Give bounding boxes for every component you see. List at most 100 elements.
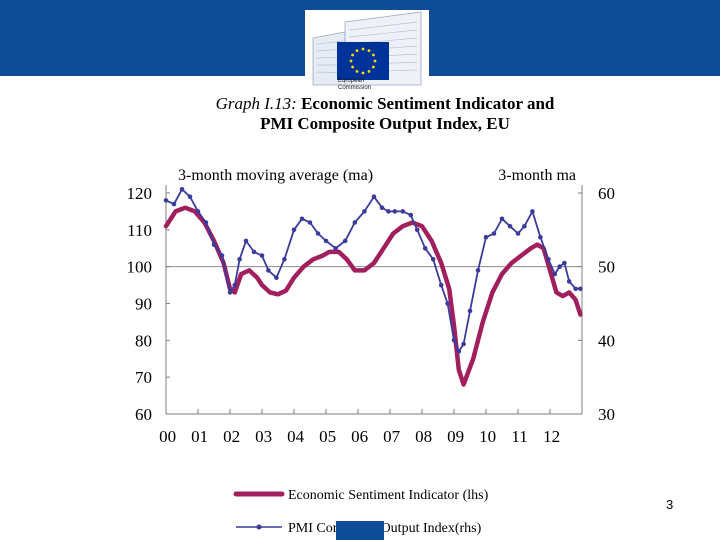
x-tick-label: 05: [319, 427, 336, 446]
pmi-data-point: [456, 349, 462, 354]
pmi-data-point: [483, 234, 489, 240]
right-tick-label: 40: [598, 331, 615, 350]
pmi-data-point: [557, 264, 562, 270]
pmi-data-point: [362, 209, 367, 214]
legend-pmi-label: PMI Composite Output Index(rhs): [288, 521, 482, 536]
pmi-data-point: [187, 194, 193, 199]
pmi-data-point: [573, 286, 578, 292]
pmi-data-point: [475, 268, 481, 273]
pmi-data-point: [323, 238, 329, 244]
x-tick-label: 04: [287, 427, 305, 446]
x-tick-label: 12: [543, 427, 560, 446]
pmi-data-point: [371, 194, 377, 199]
pmi-data-point: [538, 234, 543, 240]
x-tick-label: 03: [255, 427, 272, 446]
eu-flag-icon: [337, 42, 389, 80]
pmi-data-point: [522, 223, 527, 229]
left-tick-label: 90: [135, 295, 152, 314]
pmi-data-point: [379, 205, 385, 210]
pmi-data-point: [315, 231, 321, 236]
right-tick-label: 60: [598, 184, 615, 203]
pmi-data-point: [386, 209, 391, 214]
page-number: 3: [666, 497, 674, 512]
pmi-data-point: [211, 242, 217, 247]
chart-title-line2: PMI Composite Output Index, EU: [260, 114, 510, 133]
esi-series-line: [163, 205, 583, 387]
axis-ticks: 120 110 100 90 80 70 60 60 50 40 30 00 01 02 03 04 05 06 0…: [127, 184, 616, 446]
plot-frame: [165, 185, 583, 415]
x-tick-label: 09: [447, 427, 464, 446]
chart-title-line1: Economic Sentiment Indicator and: [301, 94, 555, 113]
right-axis-label: 3-month ma: [498, 167, 576, 184]
pmi-data-point: [467, 308, 473, 314]
pmi-data-point: [530, 209, 535, 214]
pmi-data-point: [237, 257, 242, 262]
pmi-data-point: [299, 216, 305, 222]
logo-text-line1: European: [338, 78, 365, 84]
x-tick-label: 11: [511, 427, 527, 446]
pmi-series-line: [165, 188, 581, 353]
x-tick-label: 10: [479, 427, 496, 446]
pmi-data-point: [282, 257, 287, 262]
x-tick-label: 00: [159, 427, 176, 446]
x-tick-label: 01: [191, 427, 208, 446]
pmi-data-point: [445, 301, 450, 306]
left-tick-label: 60: [135, 405, 152, 424]
pmi-data-point: [291, 227, 297, 233]
pmi-data-point: [266, 268, 271, 273]
pmi-data-point: [491, 231, 497, 236]
x-tick-label: 06: [351, 427, 368, 446]
pmi-data-point: [414, 227, 420, 233]
left-tick-label: 120: [127, 184, 153, 203]
pmi-data-point: [274, 275, 279, 281]
chart-title-prefix: Graph I.13:: [215, 94, 297, 113]
x-tick-label: 02: [223, 427, 240, 446]
x-tick-label: 08: [415, 427, 432, 446]
pmi-data-point: [438, 282, 444, 288]
pmi-data-point: [342, 238, 348, 244]
pmi-data-point: [179, 187, 185, 192]
right-tick-label: 50: [598, 258, 615, 277]
commission-logo: European Commission: [305, 10, 429, 100]
pmi-data-point: [307, 220, 313, 225]
chart-title: Graph I.13: Economic Sentiment Indicator…: [150, 94, 620, 134]
pmi-data-point: [163, 198, 169, 203]
pmi-data-point: [507, 223, 513, 229]
pmi-data-point: [195, 209, 201, 214]
pmi-data-point: [219, 253, 225, 258]
legend-esi-label: Economic Sentiment Indicator (lhs): [288, 488, 489, 503]
x-tick-label: 07: [383, 427, 401, 446]
pmi-data-point: [566, 279, 572, 284]
pmi-data-point: [251, 249, 257, 255]
logo-text: European Commission: [338, 78, 371, 92]
pmi-data-point: [515, 231, 521, 236]
logo-text-line2: Commission: [338, 85, 372, 91]
series-lines: [163, 187, 583, 387]
pmi-data-point: [392, 209, 398, 214]
pmi-data-point: [461, 341, 466, 347]
pmi-data-point: [352, 220, 358, 225]
footer-tab: [336, 521, 384, 540]
right-tick-label: 30: [598, 405, 615, 424]
left-axis-label: 3-month moving average (ma): [178, 167, 373, 184]
pmi-data-point: [408, 212, 414, 218]
pmi-data-point: [400, 209, 406, 214]
left-tick-label: 80: [135, 331, 152, 350]
left-tick-label: 100: [127, 258, 153, 277]
left-tick-label: 110: [127, 221, 152, 240]
pmi-data-point: [227, 290, 233, 295]
pmi-data-point: [451, 338, 457, 343]
pmi-data-point: [259, 253, 265, 258]
pmi-data-point: [203, 220, 209, 225]
pmi-data-point: [499, 216, 505, 222]
pmi-data-point: [562, 260, 567, 266]
pmi-data-point: [333, 246, 338, 251]
pmi-data-point: [243, 238, 249, 244]
pmi-data-point: [552, 271, 558, 277]
pmi-data-point: [171, 201, 177, 207]
left-tick-label: 70: [135, 368, 152, 387]
pmi-data-point: [578, 286, 583, 292]
pmi-data-point: [546, 257, 551, 262]
pmi-data-point: [430, 257, 436, 262]
